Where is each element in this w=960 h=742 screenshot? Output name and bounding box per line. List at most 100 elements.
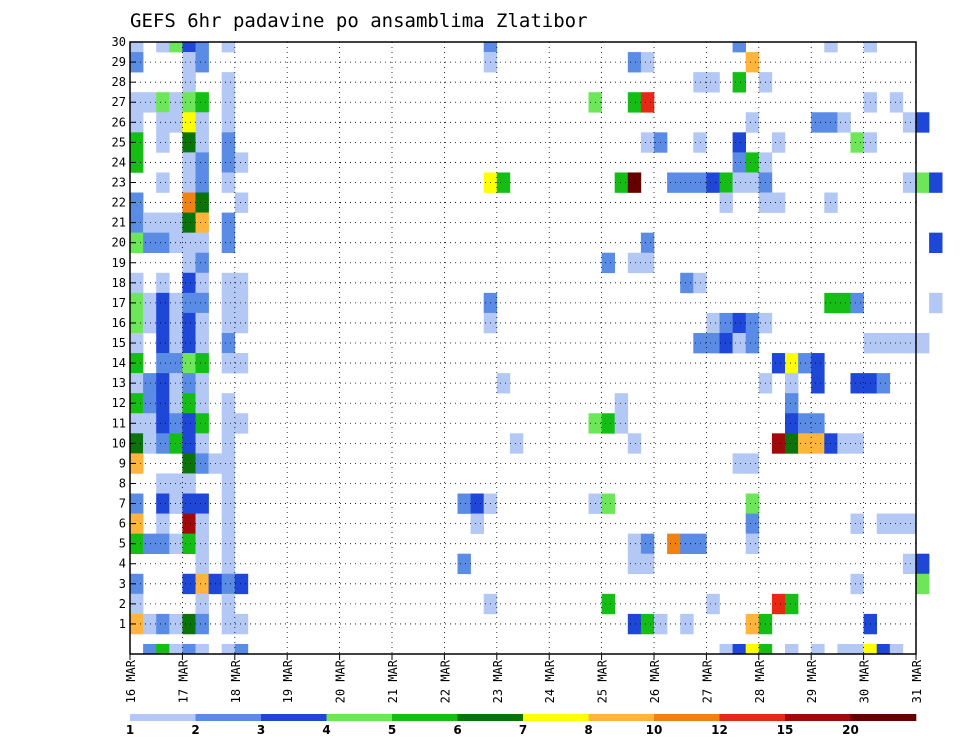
heatmap-cell	[130, 493, 144, 514]
heatmap-cell	[130, 413, 144, 434]
heatmap-cell	[640, 232, 655, 254]
heatmap-cell	[614, 393, 629, 414]
heatmap-cell	[719, 312, 733, 334]
heatmap-cell	[457, 493, 471, 514]
colorbar-legend: 1 2 3 4 5 6 7 8 10 12 15 20	[126, 714, 917, 737]
heatmap-cell	[130, 453, 144, 474]
heatmap-cell	[680, 272, 694, 294]
heatmap-cell	[234, 152, 249, 173]
heatmap-cell	[929, 292, 943, 314]
heatmap-cell	[143, 413, 157, 434]
heatmap-cell	[902, 332, 917, 354]
heatmap-cell	[130, 393, 144, 414]
y-tick-label: 13	[112, 376, 126, 390]
heatmap-cell	[130, 42, 144, 53]
heatmap-cell	[785, 393, 799, 414]
y-tick-label: 28	[112, 75, 126, 89]
colorbar-segment	[261, 714, 327, 721]
heatmap-cell	[143, 92, 157, 113]
heatmap-cell	[614, 413, 629, 434]
heatmap-cell	[182, 132, 196, 153]
heatmap-cell	[182, 533, 196, 555]
heatmap-cell	[156, 433, 170, 454]
colorbar-segment	[523, 714, 589, 721]
heatmap-cell	[811, 373, 825, 394]
heatmap-cell	[234, 413, 249, 434]
colorbar-segment	[785, 714, 851, 721]
heatmap-cell	[876, 373, 891, 394]
heatmap-cell	[902, 513, 917, 534]
heatmap-cell	[195, 172, 209, 193]
heatmap-cell	[234, 292, 249, 314]
colorbar-label: 2	[191, 723, 199, 737]
y-tick-label: 11	[112, 416, 126, 430]
heatmap-cell	[221, 453, 236, 474]
heatmap-cell	[889, 332, 904, 354]
heatmap-cell	[130, 292, 144, 314]
heatmap-cell	[156, 292, 170, 314]
heatmap-cell	[156, 212, 170, 233]
heatmap-cell	[195, 413, 209, 434]
heatmap-cell	[221, 42, 236, 53]
heatmap-cell	[758, 644, 773, 655]
colorbar-label: 15	[777, 723, 794, 737]
x-tick-label: 28 MAR	[753, 659, 767, 703]
heatmap-cell	[221, 393, 236, 414]
heatmap-cell	[627, 252, 642, 274]
heatmap-cell	[195, 192, 209, 213]
heatmap-cell	[863, 42, 877, 53]
heatmap-cell	[785, 593, 799, 615]
heatmap-cell	[130, 533, 144, 555]
colorbar-label: 7	[519, 723, 527, 737]
heatmap-cell	[509, 433, 524, 454]
chart-title: GEFS 6hr padavine po ansamblima Zlatibor	[130, 10, 588, 32]
heatmap-cell	[719, 192, 733, 213]
x-tick-label: 18 MAR	[229, 659, 243, 703]
heatmap-cell	[837, 433, 851, 454]
heatmap-cell	[221, 433, 236, 454]
colorbar-segment	[719, 714, 786, 721]
heatmap-cell	[221, 132, 236, 153]
heatmap-cell	[156, 393, 170, 414]
heatmap-cell	[929, 232, 943, 254]
heatmap-cell	[182, 413, 196, 434]
x-tick-label: 30 MAR	[858, 659, 872, 703]
y-tick-label: 4	[119, 557, 126, 571]
heatmap-cell	[745, 453, 760, 474]
heatmap-cell	[156, 473, 170, 494]
heatmap-cell	[143, 433, 157, 454]
heatmap-cell	[811, 413, 825, 434]
heatmap-cell	[221, 413, 236, 434]
x-tick-label: 29 MAR	[805, 659, 819, 703]
heatmap-cell	[732, 453, 746, 474]
heatmap-cell	[182, 353, 196, 374]
heatmap-cell	[182, 72, 196, 93]
x-tick-label: 26 MAR	[648, 659, 662, 703]
heatmap-cell	[889, 92, 904, 113]
colorbar-label: 10	[646, 723, 663, 737]
heatmap-cell	[902, 172, 917, 193]
heatmap-cell	[732, 152, 746, 173]
heatmap-cell	[130, 332, 144, 354]
x-tick-label: 19 MAR	[281, 659, 295, 703]
colorbar-segment	[457, 714, 524, 721]
heatmap-cell	[745, 172, 760, 193]
heatmap-cell	[195, 132, 209, 153]
x-tick-label: 23 MAR	[491, 659, 505, 703]
heatmap-cell	[143, 373, 157, 394]
heatmap-cell	[745, 493, 760, 514]
heatmap-cell	[182, 453, 196, 474]
heatmap-cell	[182, 573, 196, 595]
heatmap-cell	[195, 92, 209, 113]
heatmap-cell	[195, 112, 209, 133]
heatmap-cell	[902, 112, 917, 133]
heatmap-cell	[130, 212, 144, 233]
y-tick-label: 9	[119, 456, 126, 470]
y-tick-label: 17	[112, 296, 126, 310]
heatmap-cell	[221, 292, 236, 314]
heatmap-cell	[640, 533, 655, 555]
heatmap-cell	[889, 513, 904, 534]
heatmap-cell	[706, 332, 720, 354]
heatmap-cell	[130, 152, 144, 173]
heatmap-cell	[771, 433, 786, 454]
